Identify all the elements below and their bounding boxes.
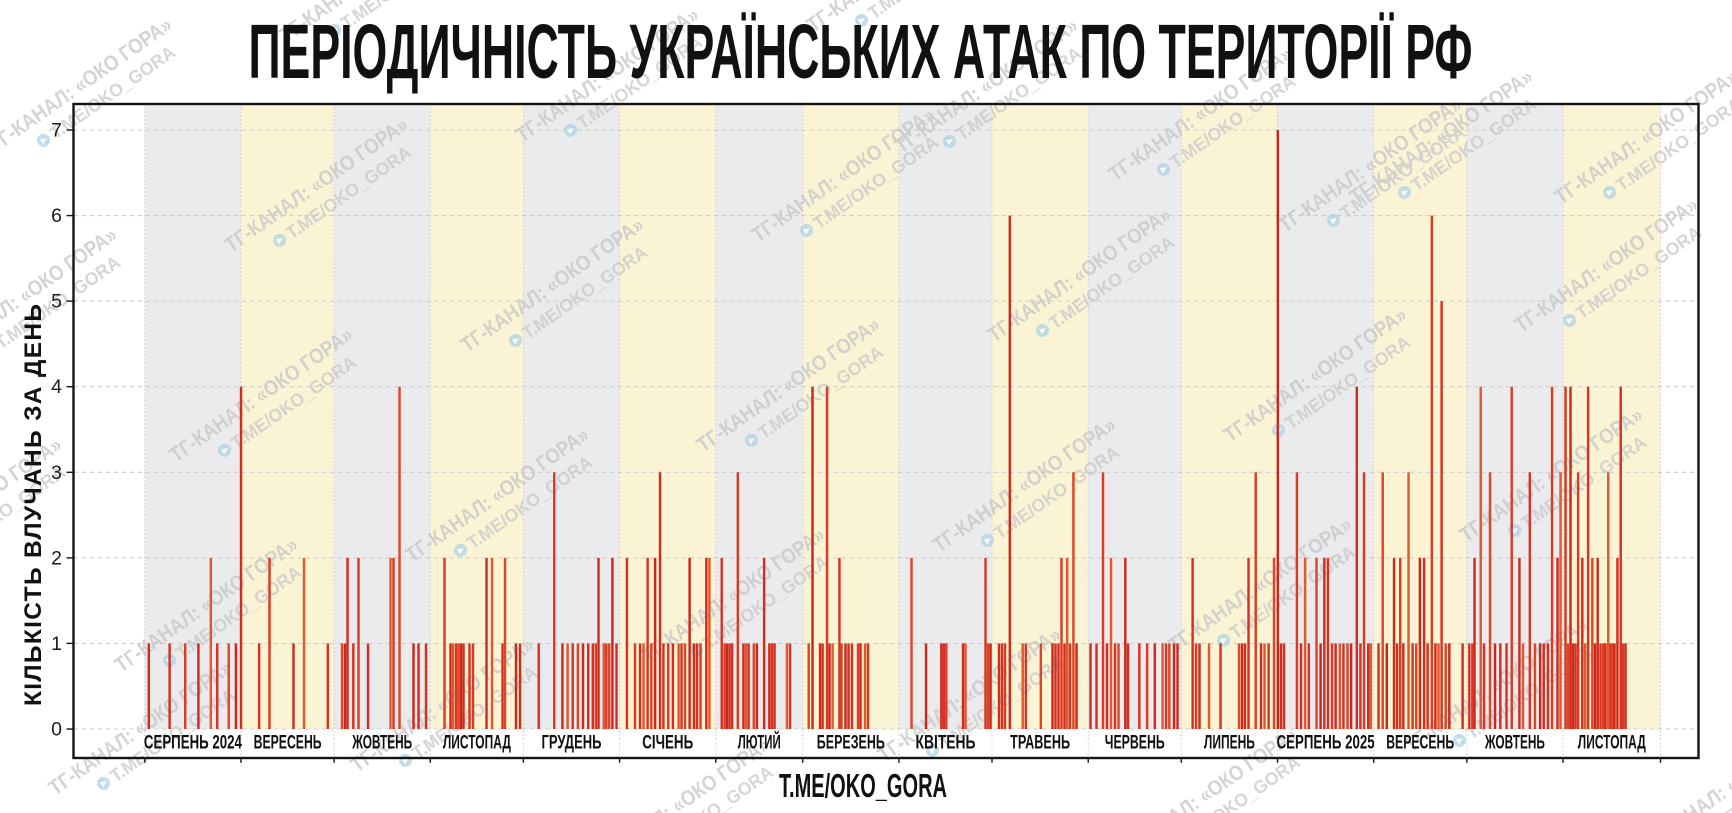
- svg-text:ЛИСТОПАД: ЛИСТОПАД: [443, 733, 511, 754]
- svg-text:СЕРПЕНЬ 2024: СЕРПЕНЬ 2024: [144, 733, 242, 754]
- svg-text:КІЛЬКІСТЬ ВЛУЧАНЬ ЗА ДЕНЬ: КІЛЬКІСТЬ ВЛУЧАНЬ ЗА ДЕНЬ: [20, 304, 47, 706]
- svg-text:СІЧЕНЬ: СІЧЕНЬ: [642, 733, 693, 754]
- svg-text:ПЕРІОДИЧНІСТЬ УКРАЇНСЬКИХ АТАК: ПЕРІОДИЧНІСТЬ УКРАЇНСЬКИХ АТАК ПО ТЕРИТО…: [248, 10, 1472, 95]
- svg-text:ЖОВТЕНЬ: ЖОВТЕНЬ: [352, 733, 413, 754]
- svg-text:4: 4: [51, 376, 62, 398]
- svg-text:2: 2: [51, 547, 62, 569]
- svg-text:ЛИПЕНЬ: ЛИПЕНЬ: [1204, 733, 1255, 754]
- svg-text:0: 0: [51, 719, 62, 741]
- svg-text:ЛЮТИЙ: ЛЮТИЙ: [738, 732, 781, 754]
- svg-text:T.ME/OKO_GORA: T.ME/OKO_GORA: [779, 769, 947, 805]
- svg-text:3: 3: [51, 462, 62, 484]
- svg-text:ЖОВТЕНЬ: ЖОВТЕНЬ: [1484, 733, 1545, 754]
- svg-text:ГРУДЕНЬ: ГРУДЕНЬ: [542, 733, 602, 754]
- svg-text:1: 1: [51, 633, 62, 655]
- svg-text:6: 6: [51, 205, 62, 227]
- svg-text:ВЕРЕСЕНЬ: ВЕРЕСЕНЬ: [1386, 733, 1454, 754]
- svg-text:ЧЕРВЕНЬ: ЧЕРВЕНЬ: [1105, 733, 1165, 754]
- svg-text:ЛИСТОПАД: ЛИСТОПАД: [1578, 733, 1646, 754]
- svg-text:КВІТЕНЬ: КВІТЕНЬ: [916, 733, 976, 754]
- svg-text:ТРАВЕНЬ: ТРАВЕНЬ: [1010, 733, 1070, 754]
- svg-text:СЕРПЕНЬ 2025: СЕРПЕНЬ 2025: [1277, 733, 1375, 754]
- svg-text:7: 7: [51, 120, 62, 142]
- svg-text:ВЕРЕСЕНЬ: ВЕРЕСЕНЬ: [254, 733, 322, 754]
- svg-text:БЕРЕЗЕНЬ: БЕРЕЗЕНЬ: [817, 733, 885, 754]
- svg-text:5: 5: [51, 291, 62, 313]
